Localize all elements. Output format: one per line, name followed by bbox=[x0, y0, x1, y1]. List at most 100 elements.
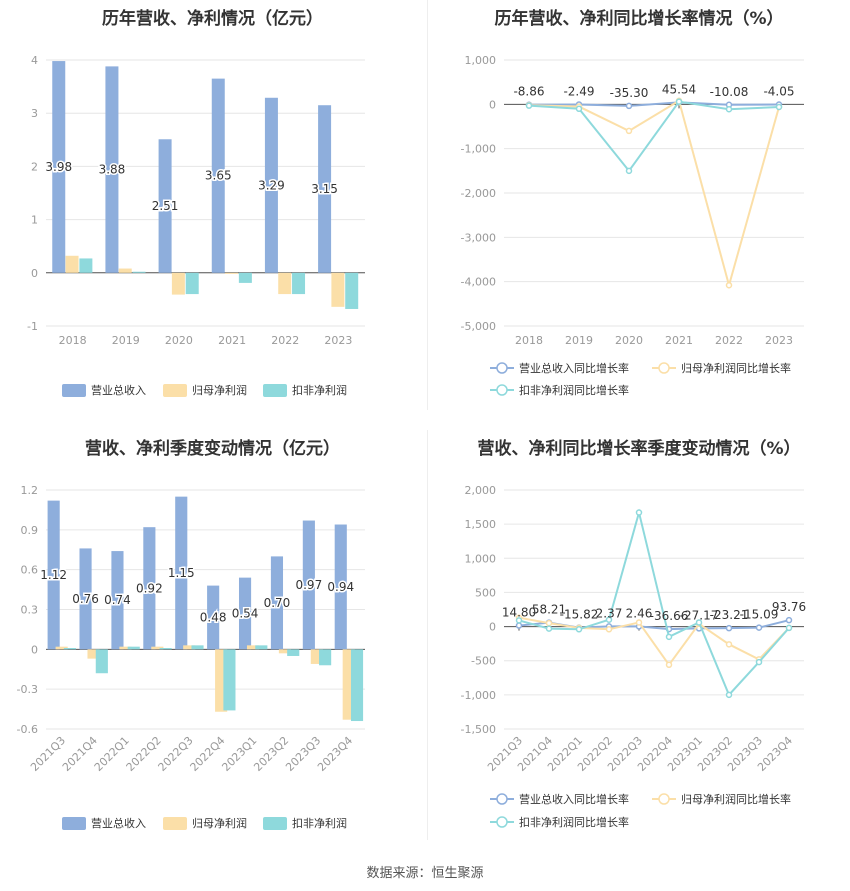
chart-quarterly-revenue-profit: 营收、净利季度变动情况（亿元） -0.6 -0.3 0 0.3 0.6 0.9 1.2 202… bbox=[0, 430, 425, 850]
data-label: 0.76 bbox=[72, 592, 99, 606]
bar-deducted-profit bbox=[132, 271, 146, 273]
series-point bbox=[725, 641, 733, 648]
bar-revenue bbox=[334, 524, 347, 650]
data-label: 58.21 bbox=[532, 603, 566, 617]
y-tick-label: 500 bbox=[475, 586, 496, 599]
bar-deducted-profit bbox=[287, 649, 300, 656]
y-tick-label: -1,000 bbox=[461, 689, 496, 702]
chart-annual-growth-rate: 历年营收、净利同比增长率情况（%） -5,000 -4,000 -3,000 -2,0… bbox=[428, 0, 850, 410]
series-point bbox=[625, 102, 633, 110]
y-tick-label: 1,000 bbox=[465, 54, 497, 67]
bar-net-profit bbox=[65, 255, 79, 273]
legend-label: 扣非净利润同比增长率 bbox=[519, 815, 629, 829]
bar-deducted-profit bbox=[345, 272, 359, 309]
x-tick-label: 2020 bbox=[615, 334, 643, 347]
bar-deducted-profit bbox=[185, 272, 199, 295]
y-tick-label: 0.6 bbox=[21, 564, 39, 577]
x-tick-label: 2018 bbox=[515, 334, 543, 347]
y-tick-label: -1,500 bbox=[461, 723, 496, 736]
bar-revenue bbox=[238, 577, 252, 650]
series-point bbox=[605, 616, 613, 623]
x-tick-label: 2021 bbox=[665, 334, 693, 347]
chart-title: 历年营收、净利同比增长率情况（%） bbox=[494, 9, 784, 29]
data-label: 3.29 bbox=[258, 178, 285, 192]
bar-deducted-profit bbox=[238, 272, 252, 283]
series-point bbox=[635, 619, 643, 626]
data-label: 0.94 bbox=[327, 580, 354, 594]
chart-canvas: -0.6-0.300.30.60.91.22021Q32021Q42022Q12… bbox=[17, 484, 365, 830]
bar-revenue bbox=[211, 78, 225, 273]
y-tick-label: 0 bbox=[489, 98, 496, 111]
legend-label: 营业总收入 bbox=[91, 816, 146, 830]
series-point bbox=[575, 626, 583, 633]
chart-title: 营收、净利季度变动情况（亿元） bbox=[85, 439, 340, 459]
bar-net-profit bbox=[278, 649, 291, 654]
data-label: 1.15 bbox=[168, 566, 195, 580]
bar-revenue bbox=[318, 105, 332, 273]
y-tick-label: -3,000 bbox=[461, 231, 496, 244]
x-tick-label: 2023Q4 bbox=[315, 734, 355, 774]
data-label: 3.98 bbox=[45, 160, 72, 174]
series-point bbox=[755, 624, 763, 631]
series-point bbox=[785, 624, 793, 632]
y-tick-label: -1 bbox=[27, 320, 38, 333]
data-label: -35.30 bbox=[610, 86, 649, 100]
data-label: 14.80 bbox=[502, 606, 536, 620]
data-label: 45.54 bbox=[662, 82, 696, 96]
series-point bbox=[515, 622, 523, 629]
series-point bbox=[545, 619, 553, 627]
series-point bbox=[725, 281, 733, 289]
bar-revenue bbox=[52, 61, 66, 273]
y-tick-label: -0.3 bbox=[17, 683, 38, 696]
y-tick-label: 2,000 bbox=[465, 484, 497, 497]
y-tick-label: 4 bbox=[31, 54, 38, 67]
y-tick-label: 1,500 bbox=[465, 518, 497, 531]
series-point bbox=[695, 619, 703, 626]
chart-title: 营收、净利同比增长率季度变动情况（%） bbox=[477, 439, 801, 459]
y-tick-label: -5,000 bbox=[461, 320, 496, 333]
series-line bbox=[528, 101, 780, 107]
bar-deducted-profit bbox=[223, 649, 236, 711]
y-tick-label: 0.3 bbox=[21, 604, 39, 617]
bar-deducted-profit bbox=[350, 649, 364, 722]
legend-label: 扣非净利润 bbox=[292, 383, 347, 397]
bar-net-profit bbox=[331, 272, 345, 307]
data-label: 93.76 bbox=[772, 600, 806, 614]
legend-swatch-marker bbox=[496, 384, 508, 396]
series-point bbox=[665, 661, 673, 669]
chart-canvas: -1 0 1 2 3 4 2018 2019 2020 2021 2022 2023 3.98 3.88 2… bbox=[27, 54, 365, 397]
bar-net-profit bbox=[225, 272, 239, 274]
chart-quarterly-growth-rate: 营收、净利同比增长率季度变动情况（%） -1,500 -1,000 -500 0 500… bbox=[428, 430, 850, 850]
series-point bbox=[785, 616, 793, 624]
series-point bbox=[755, 658, 763, 666]
legend-label: 扣非净利润同比增长率 bbox=[519, 383, 629, 397]
x-tick-label: 2018 bbox=[59, 334, 87, 347]
y-tick-label: -0.6 bbox=[17, 723, 38, 736]
data-label: -23.21 bbox=[710, 608, 749, 622]
legend-swatch bbox=[62, 384, 86, 397]
bar-net-profit bbox=[55, 646, 68, 650]
legend-swatch bbox=[163, 817, 187, 830]
data-label: 0.74 bbox=[104, 593, 131, 607]
series-point bbox=[625, 127, 633, 135]
y-tick-label: 1.2 bbox=[21, 484, 39, 497]
x-tick-label: 2019 bbox=[565, 334, 593, 347]
data-label: 0.48 bbox=[200, 610, 227, 624]
bar-revenue bbox=[158, 139, 172, 273]
y-tick-label: 1,000 bbox=[465, 552, 497, 565]
bar-revenue bbox=[111, 551, 124, 650]
x-tick-label: 2023 bbox=[324, 334, 352, 347]
series-line bbox=[518, 508, 790, 697]
bar-revenue bbox=[143, 527, 156, 650]
data-label: -8.86 bbox=[513, 85, 544, 99]
data-label: 2.51 bbox=[152, 199, 179, 213]
series-point bbox=[625, 167, 633, 175]
y-tick-label: -500 bbox=[471, 655, 496, 668]
legend-swatch bbox=[263, 817, 287, 830]
panel-divider-top bbox=[427, 0, 428, 410]
x-tick-label: 2022 bbox=[271, 334, 299, 347]
bar-revenue bbox=[79, 548, 92, 650]
y-tick-label: 0 bbox=[31, 267, 38, 280]
legend-label: 归母净利润同比增长率 bbox=[681, 361, 791, 375]
y-tick-label: 1 bbox=[31, 214, 38, 227]
